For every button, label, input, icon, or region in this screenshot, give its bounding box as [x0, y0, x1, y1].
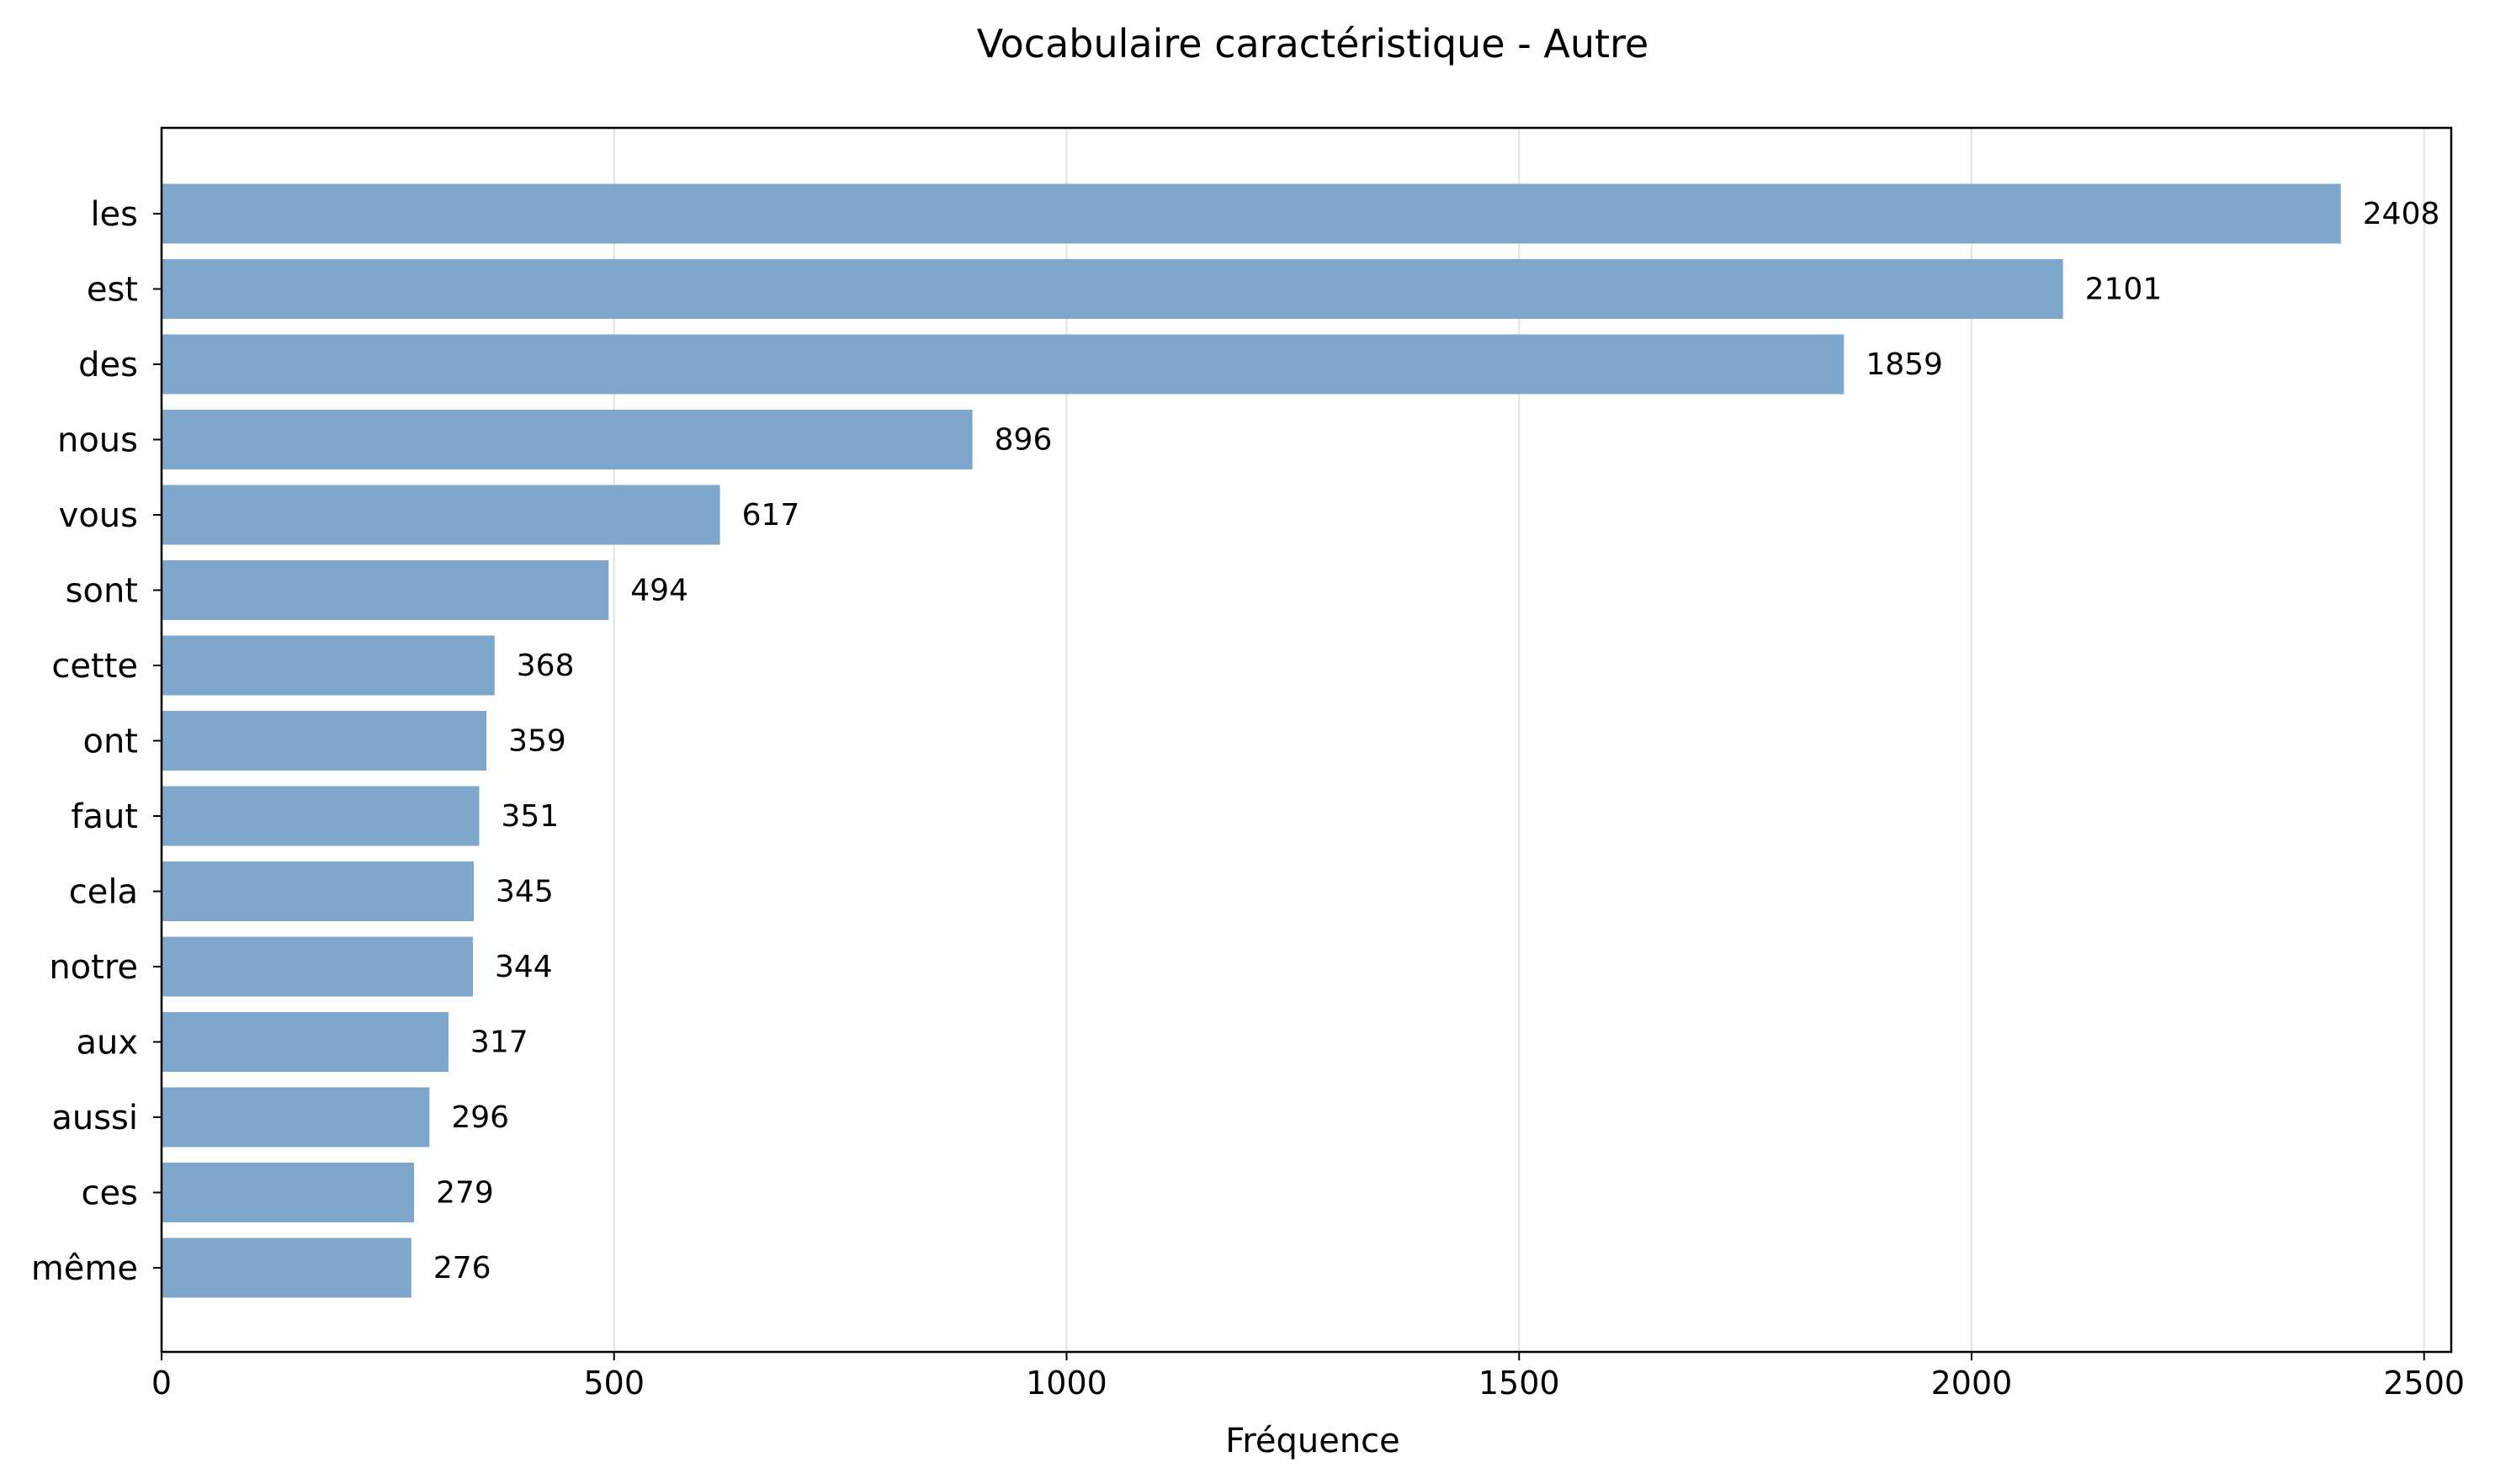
y-tick-label: cette	[51, 647, 138, 686]
bar	[162, 711, 487, 771]
data-label: 296	[451, 1100, 509, 1135]
data-label: 2101	[2085, 273, 2163, 307]
y-tick-label: faut	[71, 798, 138, 836]
y-tick-label: même	[31, 1249, 138, 1288]
x-tick-label: 1000	[1026, 1365, 1107, 1402]
y-tick-label: sont	[66, 572, 138, 611]
bar-layer: 2408 2101 1859 896 617 494 368 359 351 345 344 317 2…	[162, 183, 2440, 1298]
bar	[162, 1163, 415, 1222]
y-tick-label: nous	[57, 421, 138, 460]
bar	[162, 635, 495, 696]
bar	[162, 334, 1845, 395]
data-label: 494	[630, 574, 688, 608]
x-axis-label: Fréquence	[1225, 1422, 1400, 1460]
y-axis: les est des nous vous sont cette ont faut cela not…	[31, 195, 162, 1288]
data-label: 279	[436, 1176, 494, 1211]
y-tick-label: aux	[76, 1024, 138, 1063]
bar	[162, 410, 973, 469]
bar	[162, 259, 2063, 319]
y-tick-label: ont	[82, 723, 138, 761]
y-tick-label: ces	[82, 1174, 138, 1213]
data-label: 345	[496, 875, 554, 909]
y-tick-label: cela	[69, 873, 138, 912]
bar	[162, 183, 2341, 244]
y-tick-label: est	[87, 271, 138, 310]
data-label: 344	[495, 950, 553, 984]
bar	[162, 560, 609, 620]
data-label: 896	[995, 423, 1053, 458]
x-tick-label: 2500	[2383, 1365, 2465, 1402]
x-tick-label: 500	[583, 1365, 645, 1402]
x-tick-label: 1500	[1478, 1365, 1560, 1402]
y-tick-label: notre	[49, 948, 138, 987]
bar	[162, 485, 720, 545]
y-tick-label: vous	[59, 496, 138, 535]
bar	[162, 861, 475, 921]
data-label: 1859	[1866, 347, 1943, 382]
data-label: 359	[508, 724, 566, 759]
y-tick-label: aussi	[51, 1099, 138, 1137]
data-label: 368	[517, 649, 575, 683]
bar	[162, 786, 480, 846]
x-tick-label: 2000	[1931, 1365, 2013, 1402]
bar	[162, 1087, 430, 1147]
y-tick-label: des	[78, 346, 138, 384]
data-label: 2408	[2363, 197, 2440, 231]
data-label: 317	[470, 1026, 528, 1060]
x-tick-label: 0	[151, 1365, 172, 1402]
bar	[162, 1012, 449, 1072]
bar	[162, 936, 473, 997]
data-label: 276	[433, 1251, 491, 1285]
y-tick-label: les	[90, 195, 138, 234]
data-label: 351	[501, 799, 559, 834]
chart-title: Vocabulaire caractéristique - Autre	[977, 21, 1649, 66]
bar	[162, 1238, 411, 1298]
x-axis: 0 500 1000 1500 2000 2500	[151, 1352, 2465, 1402]
data-label: 617	[742, 498, 800, 533]
